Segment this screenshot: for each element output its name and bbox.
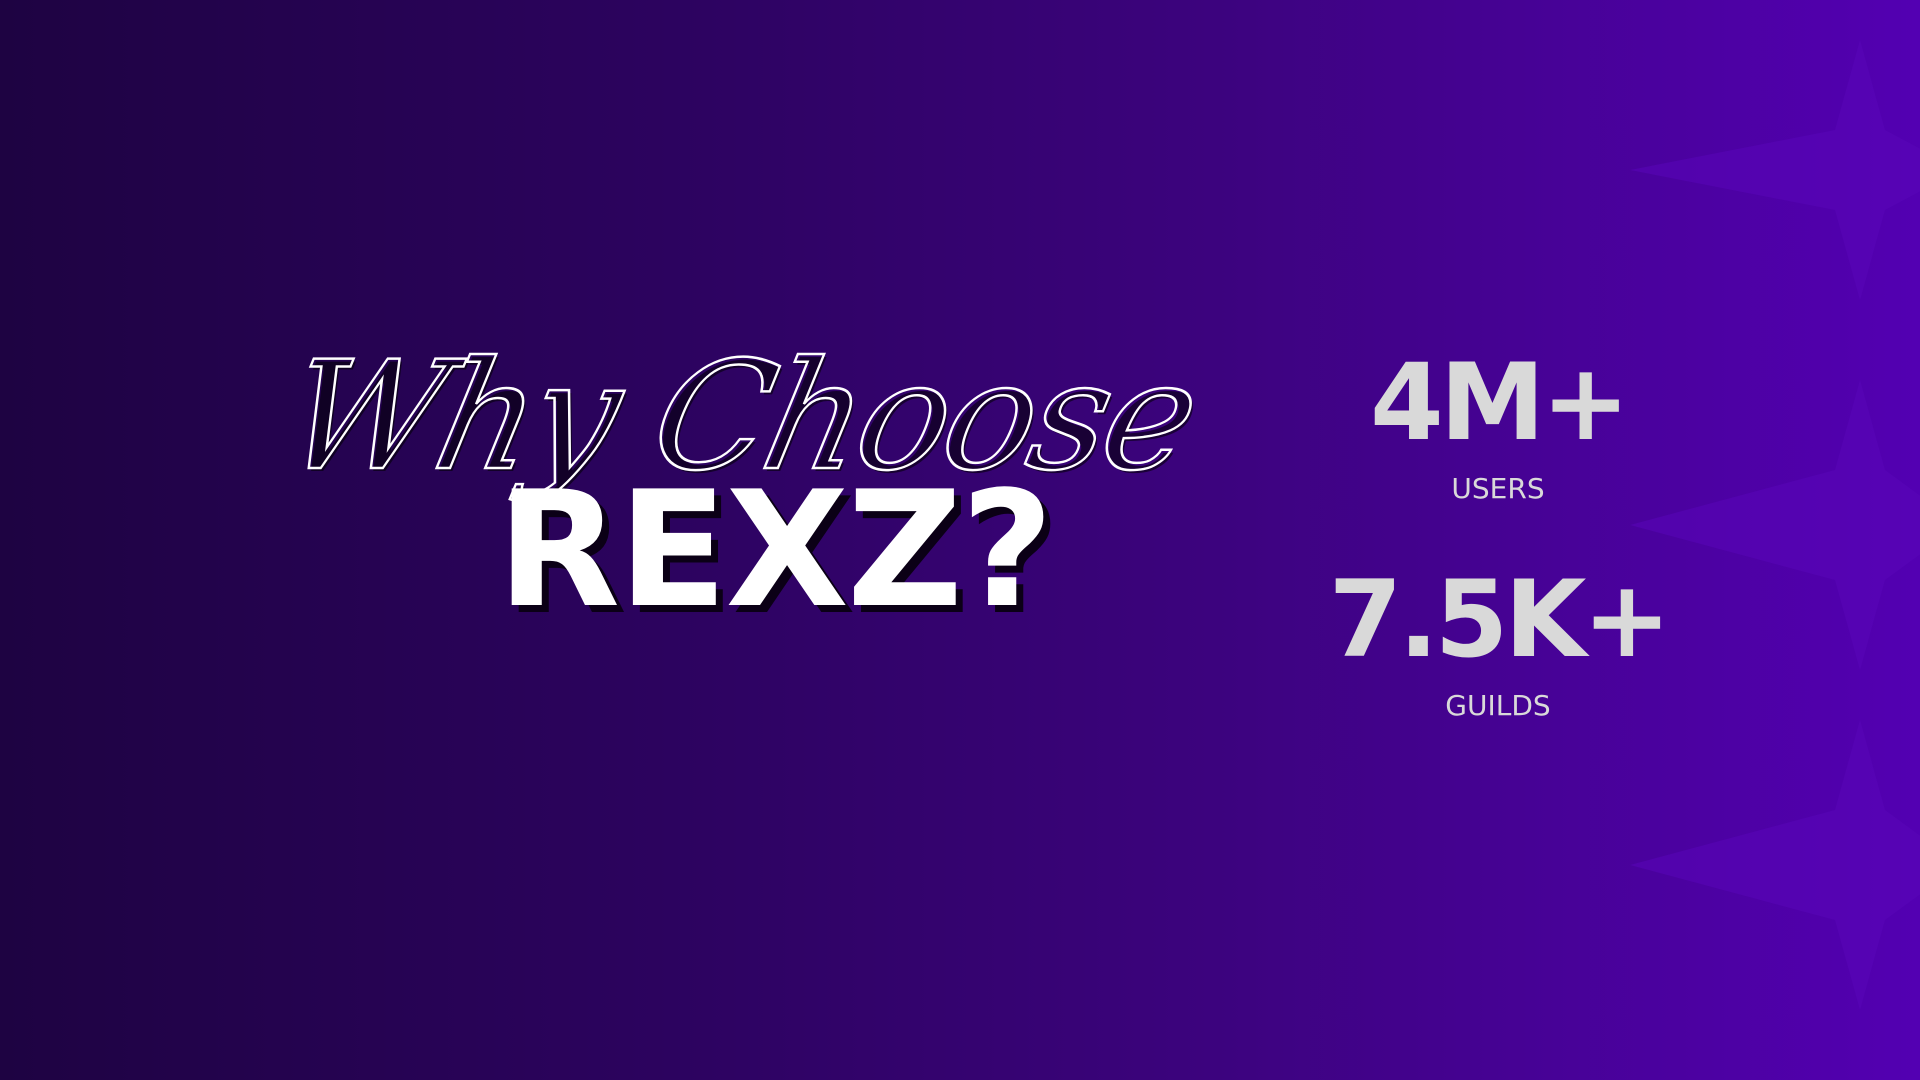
star (1630, 380, 1920, 670)
heading-brand: REXZ? (497, 456, 1054, 643)
star (1630, 720, 1920, 1010)
star (1630, 40, 1920, 300)
stat-value: 7.5K+ (1328, 558, 1672, 681)
stat: 4M+ USERS (1298, 341, 1698, 506)
stat: 7.5K+ GUILDS (1298, 558, 1698, 723)
stat-label: GUILDS (1445, 689, 1551, 722)
stat-label: USERS (1451, 472, 1545, 505)
stat-value: 4M+ (1369, 341, 1630, 464)
